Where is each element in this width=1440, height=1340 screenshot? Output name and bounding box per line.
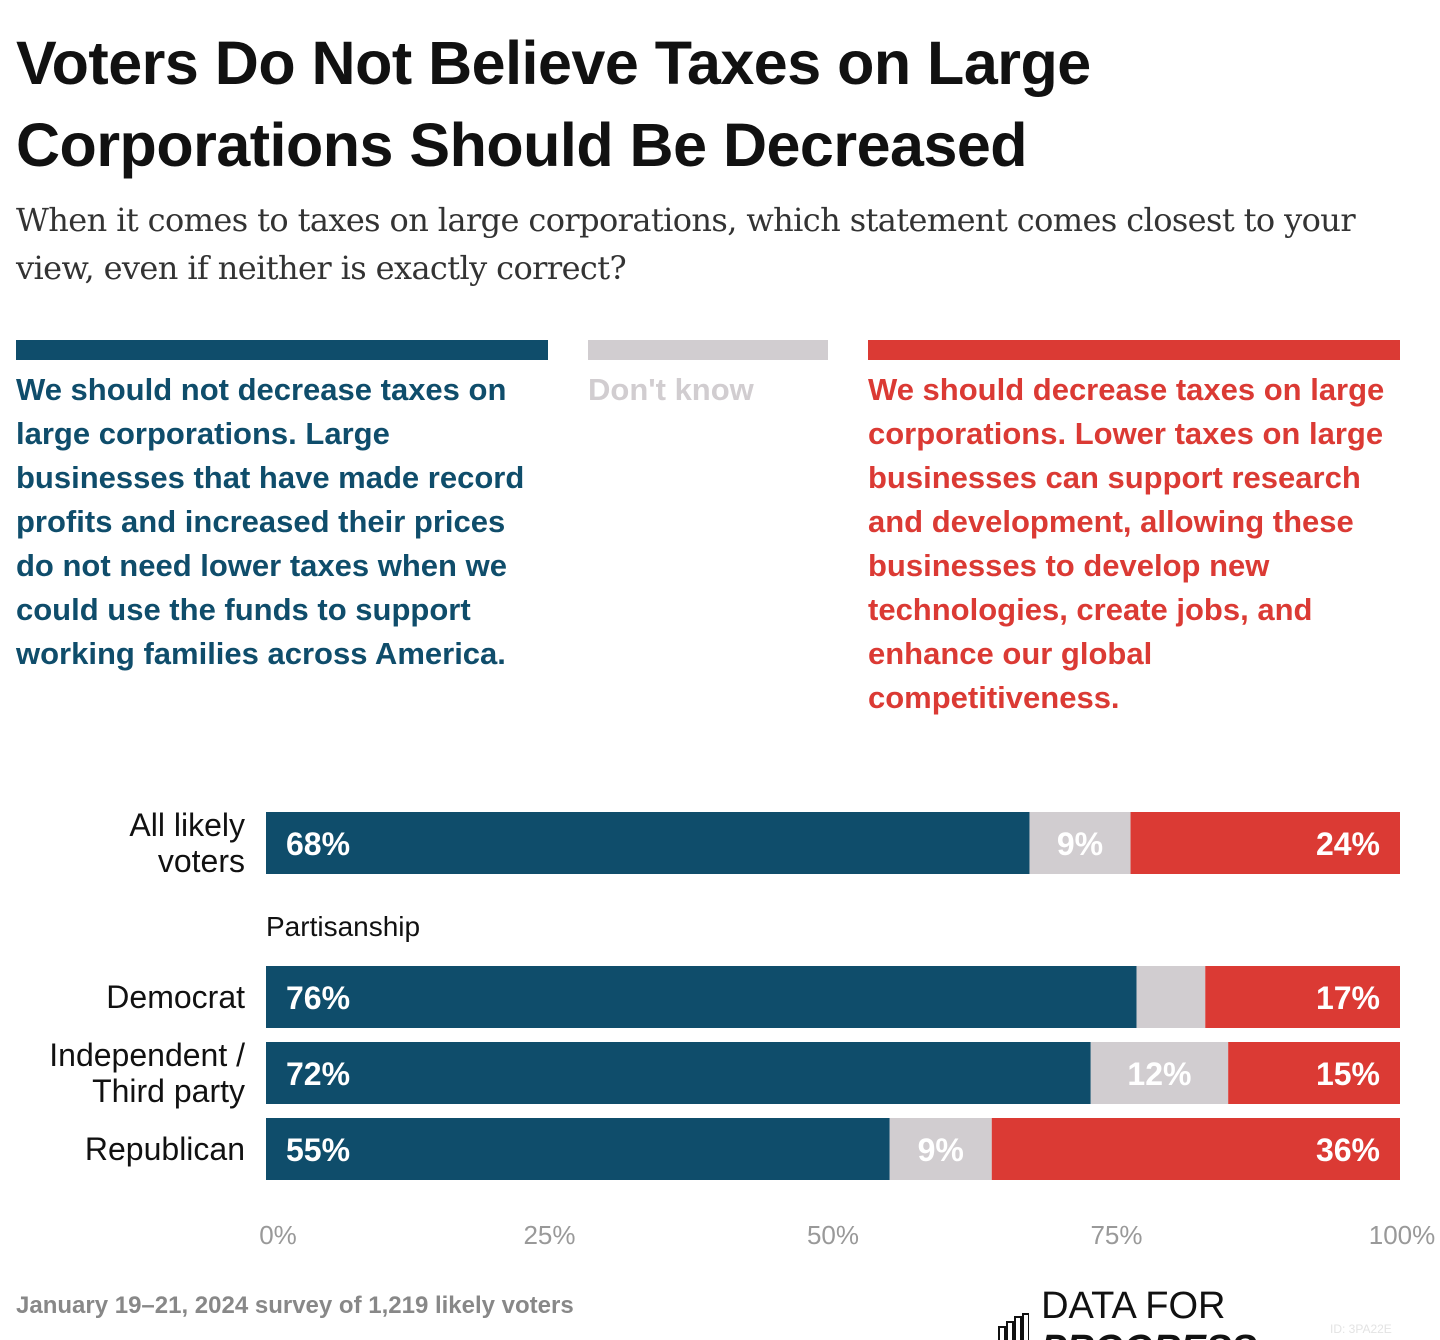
chart-id: ID: 3PA22E bbox=[1330, 1322, 1392, 1336]
bar-segment bbox=[266, 966, 1137, 1028]
legend-dont-know: Don't know bbox=[588, 340, 828, 412]
category-label: Democrat bbox=[106, 979, 245, 1015]
x-tick-label: 100% bbox=[1369, 1220, 1436, 1250]
data-label: 12% bbox=[1127, 1056, 1191, 1092]
category-label: All likely bbox=[129, 807, 245, 843]
data-label: 76% bbox=[286, 980, 350, 1016]
bar-segment bbox=[266, 812, 1030, 874]
data-label: 17% bbox=[1316, 980, 1380, 1016]
category-label: Republican bbox=[85, 1131, 245, 1167]
data-label: 15% bbox=[1316, 1056, 1380, 1092]
logo-text-light: DATA FOR bbox=[1041, 1285, 1226, 1327]
data-for-progress-logo: DATA FOR PROGRESS bbox=[998, 1285, 1440, 1340]
bar-segment bbox=[266, 1118, 890, 1180]
legend-swatch-dont-know bbox=[588, 340, 828, 360]
data-label: 24% bbox=[1316, 826, 1380, 862]
x-tick-label: 25% bbox=[523, 1220, 575, 1250]
bar-segment bbox=[266, 1042, 1091, 1104]
legend-swatch-support bbox=[868, 340, 1400, 360]
legend-label-oppose: We should not decrease taxes on large co… bbox=[16, 372, 525, 671]
group-label: Partisanship bbox=[266, 911, 420, 942]
data-label: 9% bbox=[1057, 826, 1103, 862]
bar-segment bbox=[1205, 966, 1400, 1028]
x-tick-label: 50% bbox=[807, 1220, 859, 1250]
chart-title: Voters Do Not Believe Taxes on Large Cor… bbox=[16, 29, 1091, 179]
bar-segment bbox=[1029, 812, 1131, 874]
bar-segment bbox=[1130, 812, 1400, 874]
chart-subtitle: When it comes to taxes on large corporat… bbox=[16, 201, 1356, 287]
legend-swatch-oppose bbox=[16, 340, 548, 360]
data-label: 55% bbox=[286, 1132, 350, 1168]
data-label: 36% bbox=[1316, 1132, 1380, 1168]
bar-segment bbox=[1228, 1042, 1400, 1104]
category-label: Independent / bbox=[49, 1037, 245, 1073]
category-label: voters bbox=[158, 843, 245, 879]
legend-oppose: We should not decrease taxes on large co… bbox=[16, 340, 548, 676]
data-label: 9% bbox=[918, 1132, 964, 1168]
data-label: 72% bbox=[286, 1056, 350, 1092]
data-label: 68% bbox=[286, 826, 350, 862]
source-note: January 19–21, 2024 survey of 1,219 like… bbox=[16, 1292, 574, 1319]
category-label: Third party bbox=[92, 1073, 245, 1109]
bar-segment bbox=[1136, 966, 1206, 1028]
bar-segment bbox=[889, 1118, 992, 1180]
x-tick-label: 75% bbox=[1090, 1220, 1142, 1250]
logo-text-bold: PROGRESS bbox=[1041, 1328, 1256, 1340]
bar-segment bbox=[991, 1118, 1400, 1180]
x-tick-label: 0% bbox=[259, 1220, 297, 1250]
bar-segment bbox=[1090, 1042, 1229, 1104]
legend-support: We should decrease taxes on large corpor… bbox=[868, 340, 1400, 720]
legend-label-dont-know: Don't know bbox=[588, 372, 754, 407]
legend-label-support: We should decrease taxes on large corpor… bbox=[868, 372, 1385, 715]
bar-chart-logo-icon bbox=[998, 1313, 1030, 1340]
